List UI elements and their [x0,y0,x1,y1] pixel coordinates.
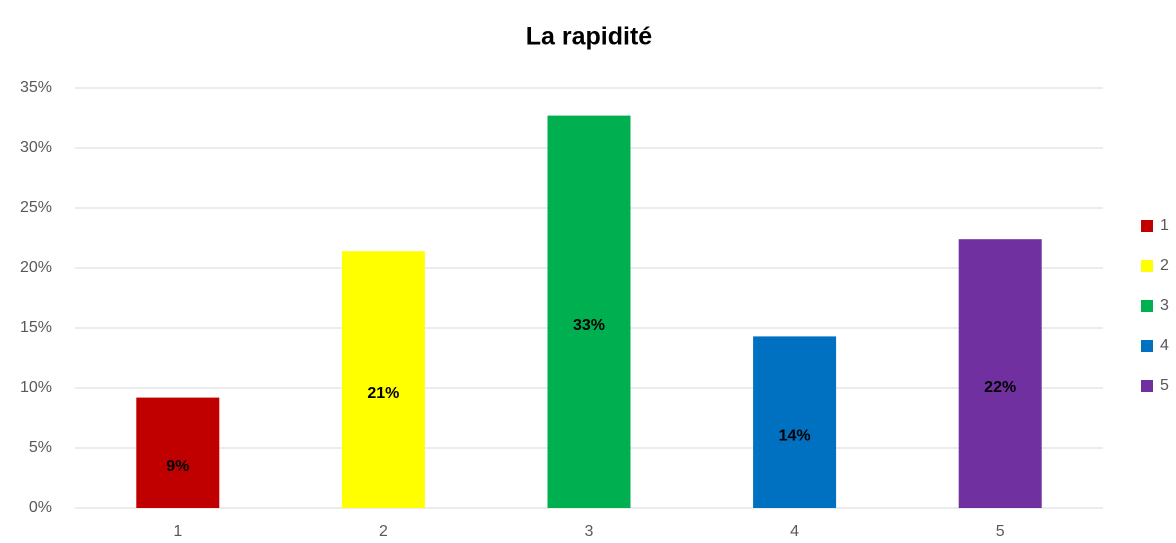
bar [753,336,837,508]
legend-label: 5 [1160,377,1169,394]
legend-label: 3 [1160,297,1169,314]
data-label: 14% [779,427,811,444]
bar [136,397,220,508]
data-label: 33% [573,317,605,334]
bar [341,251,425,508]
legend-swatch [1141,220,1153,232]
data-label: 22% [984,379,1016,396]
x-tick-label: 5 [996,523,1005,540]
x-tick-label: 2 [379,523,388,540]
y-tick-label: 15% [20,319,52,336]
x-tick-label: 1 [173,523,182,540]
legend-swatch [1141,340,1153,352]
legend-label: 4 [1160,337,1169,354]
y-tick-label: 5% [29,439,52,456]
y-tick-label: 25% [20,199,52,216]
x-tick-label: 4 [790,523,799,540]
legend-label: 2 [1160,257,1169,274]
legend-swatch [1141,300,1153,312]
chart-title: La rapidité [526,23,653,51]
data-label: 9% [166,458,189,475]
y-tick-label: 0% [29,499,52,516]
bar [958,239,1042,508]
y-tick-label: 35% [20,79,52,96]
legend-label: 1 [1160,217,1169,234]
y-tick-label: 20% [20,259,52,276]
legend-swatch [1141,260,1153,272]
y-tick-label: 30% [20,139,52,156]
data-label: 21% [367,385,399,402]
x-tick-label: 3 [585,523,594,540]
bar [547,115,631,508]
y-tick-label: 10% [20,379,52,396]
legend-swatch [1141,380,1153,392]
